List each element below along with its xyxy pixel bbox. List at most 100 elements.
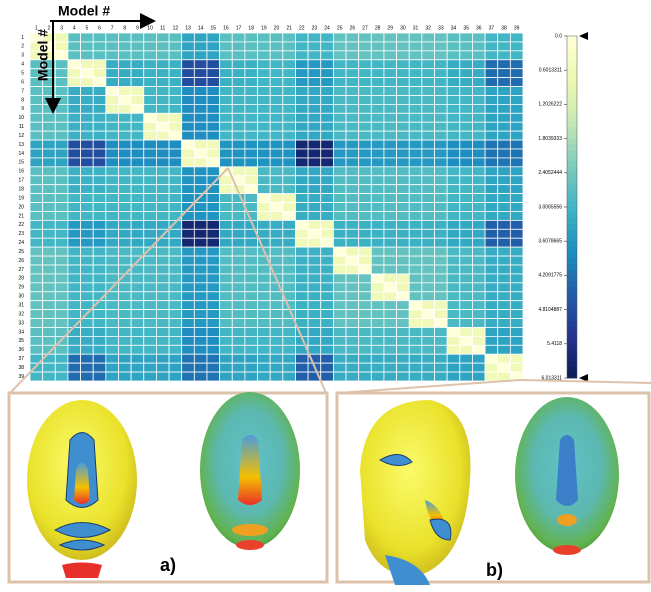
- cell: [359, 113, 372, 122]
- cell: [397, 69, 410, 78]
- cell: [220, 265, 233, 274]
- cell: [384, 220, 397, 229]
- cell: [131, 185, 144, 194]
- cell: [384, 140, 397, 149]
- cell: [194, 51, 207, 60]
- cell: [409, 176, 422, 185]
- cell: [447, 310, 460, 319]
- cell: [182, 310, 195, 319]
- cell: [510, 265, 523, 274]
- cell: [359, 78, 372, 87]
- colorbar-segment: [567, 287, 577, 293]
- cell: [409, 149, 422, 158]
- cell: [81, 69, 94, 78]
- cell: [118, 122, 131, 131]
- cell: [333, 229, 346, 238]
- cell: [333, 220, 346, 229]
- colorbar-tick-label: 1.2026222: [538, 102, 562, 108]
- cell: [68, 256, 81, 265]
- cell: [435, 158, 448, 167]
- cell: [258, 203, 271, 212]
- cell: [144, 274, 157, 283]
- cell: [308, 238, 321, 247]
- cell: [194, 149, 207, 158]
- cell: [359, 158, 372, 167]
- cell: [43, 220, 56, 229]
- cell: [68, 42, 81, 51]
- cell: [68, 113, 81, 122]
- cell: [447, 345, 460, 354]
- cell: [169, 292, 182, 301]
- cell: [485, 238, 498, 247]
- cell: [106, 33, 119, 42]
- cell: [194, 345, 207, 354]
- cell: [68, 292, 81, 301]
- cell: [295, 265, 308, 274]
- cell: [308, 60, 321, 69]
- cell: [472, 283, 485, 292]
- cell: [43, 167, 56, 176]
- cell: [308, 33, 321, 42]
- y-tick-label: 14: [18, 151, 24, 157]
- cell: [207, 194, 220, 203]
- cell: [333, 310, 346, 319]
- cell: [43, 203, 56, 212]
- cell: [93, 131, 106, 140]
- x-tick-label: 38: [501, 25, 507, 31]
- cell: [346, 238, 359, 247]
- cell: [232, 69, 245, 78]
- cell: [156, 131, 169, 140]
- cell: [118, 176, 131, 185]
- cell: [447, 229, 460, 238]
- cell: [435, 149, 448, 158]
- cell: [409, 122, 422, 131]
- cell: [93, 372, 106, 381]
- cell: [283, 220, 296, 229]
- cell: [283, 274, 296, 283]
- cell: [118, 256, 131, 265]
- cell: [182, 149, 195, 158]
- cell: [447, 149, 460, 158]
- cell: [460, 176, 473, 185]
- cell: [68, 345, 81, 354]
- cell: [333, 113, 346, 122]
- cell: [156, 345, 169, 354]
- cell: [245, 336, 258, 345]
- cell: [207, 140, 220, 149]
- cell: [308, 256, 321, 265]
- cell: [118, 69, 131, 78]
- cell: [447, 42, 460, 51]
- cell: [295, 167, 308, 176]
- cell: [321, 78, 334, 87]
- y-axis-title: Model #: [35, 29, 51, 81]
- cell: [169, 176, 182, 185]
- cell: [156, 87, 169, 96]
- cell: [422, 185, 435, 194]
- cell: [258, 194, 271, 203]
- cell: [106, 122, 119, 131]
- cell: [498, 238, 511, 247]
- cell: [485, 292, 498, 301]
- cell: [422, 131, 435, 140]
- cell: [333, 283, 346, 292]
- colorbar-segment: [567, 184, 577, 190]
- cell: [93, 149, 106, 158]
- x-tick-label: 23: [312, 25, 318, 31]
- cell: [384, 158, 397, 167]
- colorbar-tick-label: 0.6013311: [539, 68, 562, 74]
- cell: [245, 265, 258, 274]
- cell: [510, 140, 523, 149]
- cell: [194, 283, 207, 292]
- cell: [409, 33, 422, 42]
- cell: [359, 220, 372, 229]
- cell: [258, 42, 271, 51]
- cell: [169, 265, 182, 274]
- cell: [194, 176, 207, 185]
- cell: [131, 292, 144, 301]
- cell: [156, 372, 169, 381]
- cell: [397, 87, 410, 96]
- colorbar-segment: [567, 47, 577, 53]
- cell: [169, 122, 182, 131]
- cell: [447, 247, 460, 256]
- cell: [194, 87, 207, 96]
